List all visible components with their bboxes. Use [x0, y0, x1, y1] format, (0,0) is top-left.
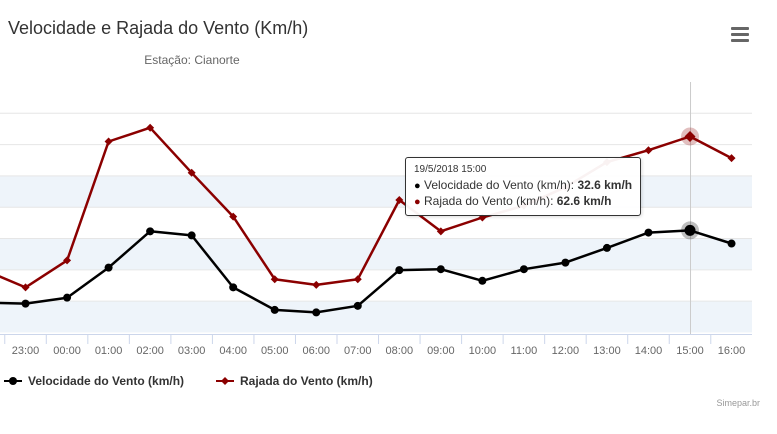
x-axis: 0023:0000:0001:0002:0003:0004:0005:0006:…: [0, 334, 752, 357]
tooltip-label: Rajada do Vento (km/h):: [424, 194, 557, 208]
x-tick-label: 13:00: [593, 345, 621, 357]
legend-label: Velocidade do Vento (km/h): [28, 374, 185, 388]
data-point: [270, 305, 279, 314]
x-tick-label: 14:00: [635, 345, 663, 357]
x-tick-label: 12:00: [552, 345, 580, 357]
x-tick-label: 16:00: [718, 345, 746, 357]
tooltip: 19/5/2018 15:00 ● Velocidade do Vento (k…: [405, 157, 642, 216]
legend-label: Rajada do Vento (km/h): [240, 374, 373, 388]
data-point: [63, 293, 72, 302]
x-tick-label: 02:00: [136, 345, 164, 357]
data-point: [270, 275, 279, 284]
data-point: [312, 280, 321, 289]
tooltip-label: Velocidade do Vento (km/h):: [424, 178, 578, 192]
x-tick-label: 05:00: [261, 345, 289, 357]
data-point: [395, 196, 404, 205]
data-point: [21, 283, 30, 292]
data-point: [561, 258, 570, 267]
data-point: [104, 137, 113, 146]
x-tick-label: 00:00: [53, 345, 81, 357]
data-point: [21, 299, 30, 308]
data-point: [104, 263, 113, 272]
data-point: [478, 276, 487, 285]
menu-bar: [731, 39, 749, 42]
x-tick-label: 07:00: [344, 345, 372, 357]
data-point: [146, 227, 155, 236]
x-tick-label: 01:00: [95, 345, 123, 357]
data-point: [727, 154, 736, 163]
data-point: [644, 146, 653, 155]
credits-link[interactable]: Simepar.br: [716, 398, 760, 408]
x-tick-label: 09:00: [427, 345, 455, 357]
data-point: [602, 243, 611, 252]
hamburger-menu-icon[interactable]: [728, 24, 752, 44]
data-point: [312, 308, 321, 317]
data-point: [644, 228, 653, 237]
tooltip-row-rajada: ● Rajada do Vento (km/h): 62.6 km/h: [414, 194, 632, 210]
data-point: [229, 212, 238, 221]
menu-bar: [731, 27, 749, 30]
tooltip-bullet-icon: ●: [414, 196, 421, 208]
legend-line-diamond-icon: [216, 377, 234, 385]
chart-subtitle: Estação: Cianorte: [144, 53, 240, 67]
x-tick-label: 15:00: [676, 345, 704, 357]
legend-item-velocidade[interactable]: Velocidade do Vento (km/h): [4, 374, 184, 388]
data-point: [436, 227, 445, 236]
x-tick-label: 10:00: [469, 345, 497, 357]
plot-band: [0, 301, 752, 333]
legend-line-circle-icon: [4, 377, 22, 385]
series-layer: [0, 123, 736, 317]
x-tick-label: 11:00: [511, 345, 538, 357]
menu-bar: [731, 33, 749, 36]
data-point: [187, 231, 196, 240]
tooltip-row-velocidade: ● Velocidade do Vento (km/h): 32.6 km/h: [414, 178, 632, 194]
x-tick-label: 03:00: [178, 345, 206, 357]
data-point: [353, 301, 362, 310]
chart-title: Velocidade e Rajada do Vento (Km/h): [8, 18, 309, 38]
data-point: [436, 265, 445, 274]
data-point: [187, 168, 196, 177]
data-point: [353, 275, 362, 284]
tooltip-value: 32.6 km/h: [577, 178, 633, 192]
tooltip-bullet-icon: ●: [414, 180, 421, 192]
tooltip-header: 19/5/2018 15:00: [414, 164, 487, 175]
data-point: [684, 130, 696, 142]
x-tick-label: 08:00: [386, 345, 414, 357]
data-point: [727, 239, 736, 248]
x-tick-label: 23:00: [12, 345, 40, 357]
data-point: [146, 123, 155, 132]
data-point: [63, 256, 72, 265]
data-point: [684, 224, 696, 236]
tooltip-value: 62.6 km/h: [556, 194, 612, 208]
x-tick-label: 06:00: [302, 345, 330, 357]
data-point: [395, 266, 404, 275]
data-point: [229, 283, 238, 292]
x-tick-label: 04:00: [219, 345, 247, 357]
data-point: [519, 265, 528, 274]
series-velocidade: [0, 221, 736, 317]
legend-item-rajada[interactable]: Rajada do Vento (km/h): [216, 374, 373, 388]
